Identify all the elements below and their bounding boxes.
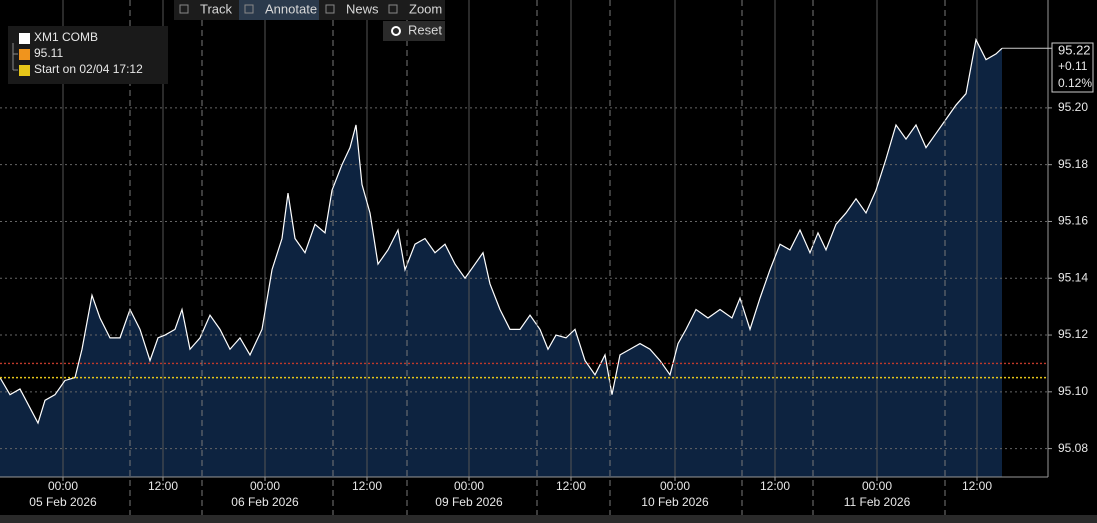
legend-label: XM1 COMB xyxy=(34,30,98,44)
legend-label: 95.11 xyxy=(34,46,63,60)
session-separators xyxy=(129,0,946,515)
x-tick-label: 12:00 xyxy=(760,479,790,493)
toolbar: Track Annotate News Zoom Reset xyxy=(174,0,445,41)
y-tick-label: 95.16 xyxy=(1058,214,1088,228)
toolbar-button[interactable]: News xyxy=(346,1,379,16)
y-tick-label: 95.14 xyxy=(1058,270,1088,284)
legend-swatch xyxy=(19,33,30,44)
x-tick-label: 12:00 xyxy=(148,479,178,493)
last-change-pct: 0.12% xyxy=(1058,76,1092,90)
legend-box xyxy=(8,26,168,84)
x-tick-label: 00:00 xyxy=(862,479,892,493)
toolbar-icon xyxy=(244,4,254,14)
toolbar-active xyxy=(239,0,319,20)
x-tick-label: 00:00 xyxy=(250,479,280,493)
reset-bg xyxy=(383,21,445,41)
x-tick-label: 00:00 xyxy=(454,479,484,493)
y-tick-label: 95.12 xyxy=(1058,327,1088,341)
x-tick-label: 12:00 xyxy=(962,479,992,493)
toolbar-icon xyxy=(388,4,398,14)
date-label: 05 Feb 2026 xyxy=(29,495,97,509)
legend-label: Start on 02/04 17:12 xyxy=(34,62,143,76)
toolbar-button[interactable]: Zoom xyxy=(409,1,442,16)
last-price-box xyxy=(1051,42,1094,93)
date-label: 11 Feb 2026 xyxy=(844,495,911,509)
legend-tree xyxy=(12,43,18,71)
date-label: 09 Feb 2026 xyxy=(435,495,503,509)
last-change: +0.11 xyxy=(1058,59,1088,73)
x-tick-label: 00:00 xyxy=(48,479,78,493)
legend-swatch xyxy=(19,65,30,76)
x-tick-label: 12:00 xyxy=(556,479,586,493)
y-tick-label: 95.10 xyxy=(1058,384,1088,398)
date-label: 06 Feb 2026 xyxy=(231,495,299,509)
reset-icon xyxy=(391,26,401,36)
last-price: 95.22 xyxy=(1058,42,1091,57)
y-tick-label: 95.08 xyxy=(1058,441,1088,455)
toolbar-button[interactable]: Track xyxy=(200,1,233,16)
price-line xyxy=(0,37,1003,425)
toolbar-icon xyxy=(179,4,189,14)
toolbar-button[interactable]: Annotate xyxy=(265,1,317,16)
date-label: 10 Feb 2026 xyxy=(641,495,709,509)
scrollbar xyxy=(0,515,1097,523)
reset-button[interactable]: Reset xyxy=(408,22,442,37)
toolbar-icon xyxy=(325,4,335,14)
x-tick-label: 00:00 xyxy=(660,479,690,493)
legend-swatch xyxy=(19,49,30,60)
plot-area xyxy=(0,0,1048,477)
y-tick-label: 95.20 xyxy=(1058,100,1088,114)
area-fill xyxy=(0,39,1002,477)
x-tick-label: 12:00 xyxy=(352,479,382,493)
y-tick-label: 95.18 xyxy=(1058,157,1088,171)
